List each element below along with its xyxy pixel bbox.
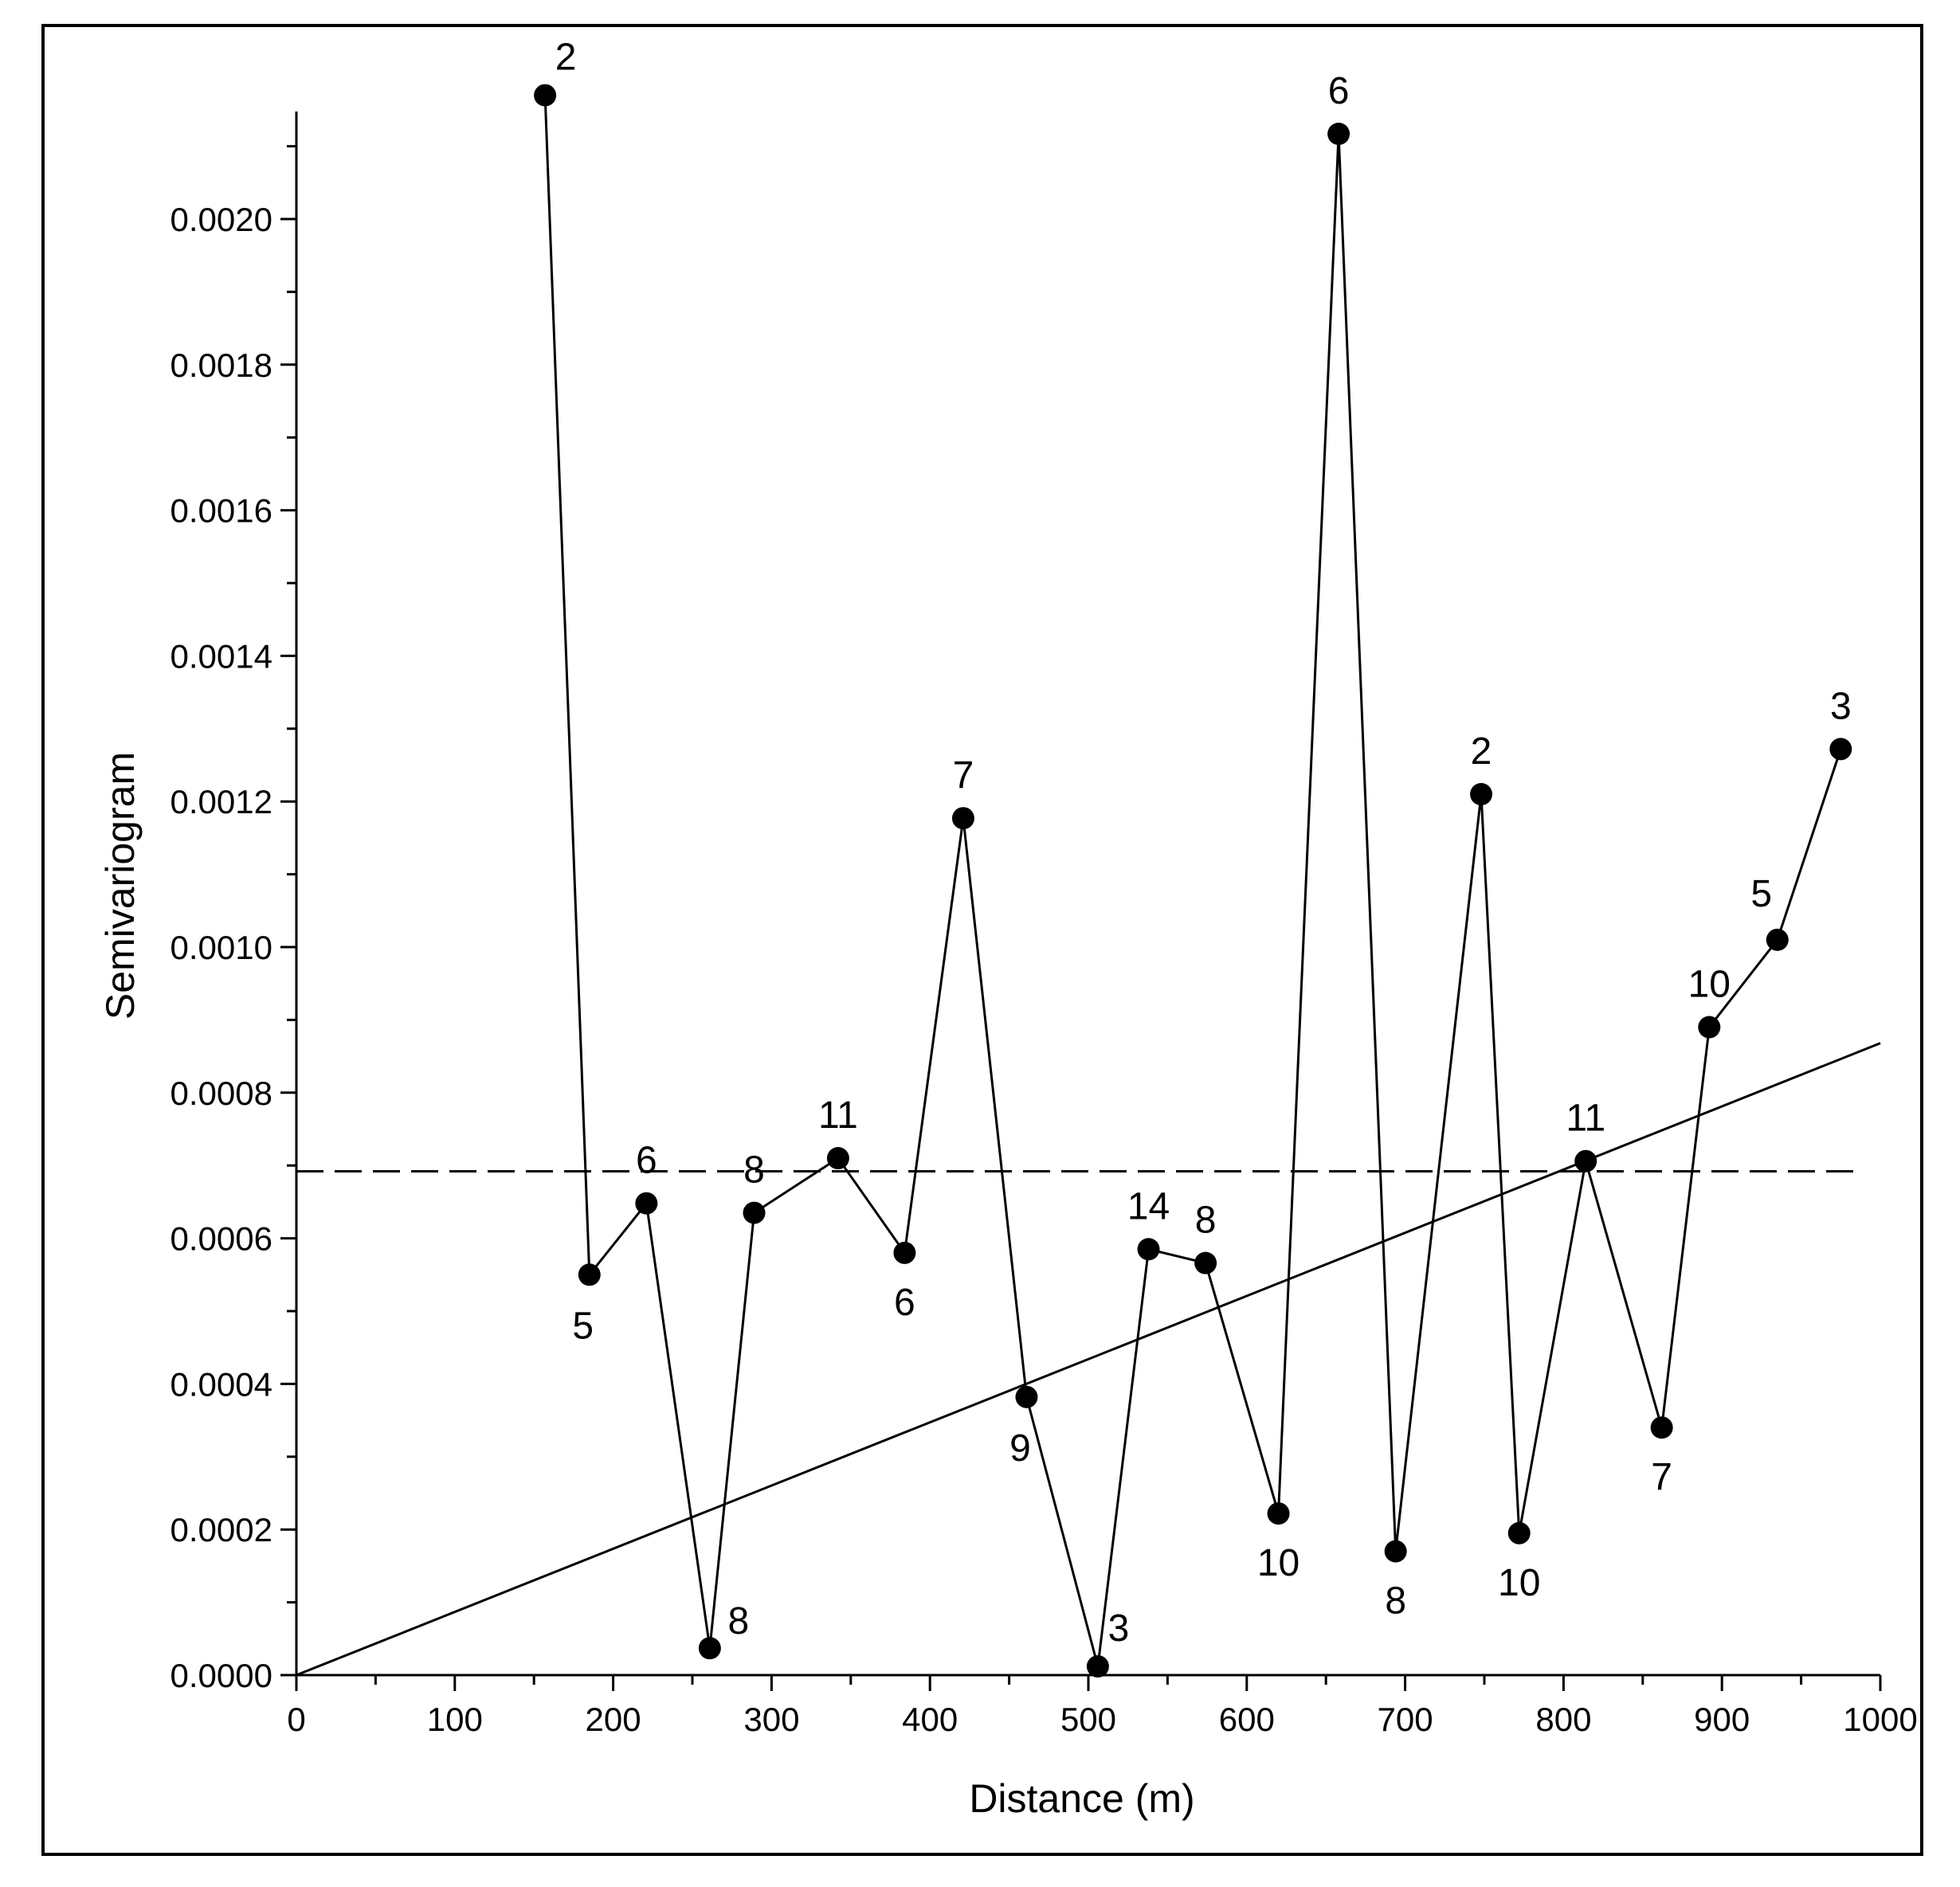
x-tick-label: 100 (427, 1701, 483, 1738)
pair-count-label: 7 (953, 754, 974, 797)
pair-count-labels: 2 5 6 8 8 11 6 7 9 3 14 8 10 6 8 2 10 11 7 10 5 3 (555, 37, 1852, 1650)
x-tick-label: 700 (1378, 1701, 1433, 1738)
data-point (635, 1192, 658, 1215)
x-axis-title: Distance (m) (969, 1776, 1194, 1821)
data-point (893, 1241, 916, 1264)
data-point (1650, 1416, 1673, 1439)
x-tick-label: 600 (1219, 1701, 1275, 1738)
data-point (1327, 123, 1350, 146)
y-tick-label: 0.0008 (171, 1075, 272, 1112)
data-point (1698, 1016, 1721, 1039)
y-tick-label: 0.0002 (171, 1511, 272, 1548)
y-tick-label: 0.0000 (171, 1657, 272, 1694)
pair-count-label: 8 (1385, 1580, 1406, 1623)
data-point (1267, 1502, 1290, 1525)
pair-count-label: 6 (636, 1140, 657, 1182)
data-point (1829, 738, 1852, 761)
pair-count-label: 2 (1471, 730, 1492, 773)
data-point (1086, 1655, 1109, 1678)
x-tick-label: 800 (1535, 1701, 1591, 1738)
pair-count-label: 10 (1257, 1542, 1299, 1584)
data-point (534, 84, 557, 107)
pair-count-label: 3 (1830, 685, 1852, 727)
data-point (1766, 928, 1789, 951)
data-point (1470, 783, 1493, 806)
pair-count-label: 6 (894, 1282, 915, 1324)
y-tick-label: 0.0004 (171, 1365, 272, 1403)
pair-count-label: 8 (1195, 1200, 1217, 1242)
series-line-group (543, 95, 1842, 1667)
pair-count-label: 11 (818, 1094, 858, 1137)
data-point (1507, 1521, 1531, 1544)
data-point (826, 1147, 849, 1170)
y-tick-label: 0.0014 (171, 637, 272, 675)
model-lines (296, 1042, 1881, 1677)
pair-count-label: 9 (1009, 1427, 1031, 1470)
x-tick-label: 0 (287, 1701, 305, 1738)
semivariogram-line (543, 95, 1842, 1667)
pair-count-label: 10 (1498, 1562, 1540, 1604)
x-tick-label: 200 (586, 1701, 641, 1738)
pair-count-label: 6 (1328, 70, 1350, 112)
pair-count-label: 11 (1566, 1098, 1605, 1140)
pair-count-label: 8 (728, 1600, 750, 1642)
x-tick-label: 900 (1694, 1701, 1750, 1738)
chart-frame (41, 24, 1923, 1856)
data-point (1384, 1540, 1407, 1563)
x-tick-label: 400 (902, 1701, 958, 1738)
pair-count-label: 5 (1750, 873, 1772, 915)
x-tick-label: 300 (743, 1701, 799, 1738)
data-point (951, 807, 974, 830)
y-axis-title: Semivariogram (98, 752, 143, 1020)
linear-model-line (296, 1042, 1881, 1677)
data-point (1137, 1238, 1160, 1261)
x-tick-label: 500 (1060, 1701, 1116, 1738)
y-tick-label: 0.0010 (171, 929, 272, 966)
pair-count-label: 3 (1108, 1607, 1130, 1650)
pair-count-label: 7 (1651, 1456, 1672, 1498)
pair-count-label: 14 (1127, 1185, 1170, 1227)
y-tick-label: 0.0018 (171, 346, 272, 384)
data-point (1574, 1149, 1597, 1173)
data-point (698, 1637, 721, 1660)
pair-count-label: 5 (572, 1305, 594, 1347)
data-point (1015, 1385, 1038, 1408)
y-tick-label: 0.0012 (171, 783, 272, 820)
x-tick-label: 1000 (1843, 1701, 1917, 1738)
y-tick-label: 0.0016 (171, 492, 272, 530)
data-points (534, 84, 1852, 1678)
pair-count-label: 10 (1688, 964, 1731, 1006)
data-point (1194, 1251, 1217, 1274)
data-point (743, 1201, 766, 1224)
pair-count-label: 2 (555, 37, 577, 79)
pair-count-label: 8 (743, 1149, 765, 1192)
y-tick-label: 0.0006 (171, 1220, 272, 1258)
y-tick-label: 0.0020 (171, 201, 272, 238)
data-point (578, 1263, 601, 1286)
axes: 0 100 200 300 400 500 600 700 800 900 1000 0.0000 0.… (171, 112, 1918, 1738)
